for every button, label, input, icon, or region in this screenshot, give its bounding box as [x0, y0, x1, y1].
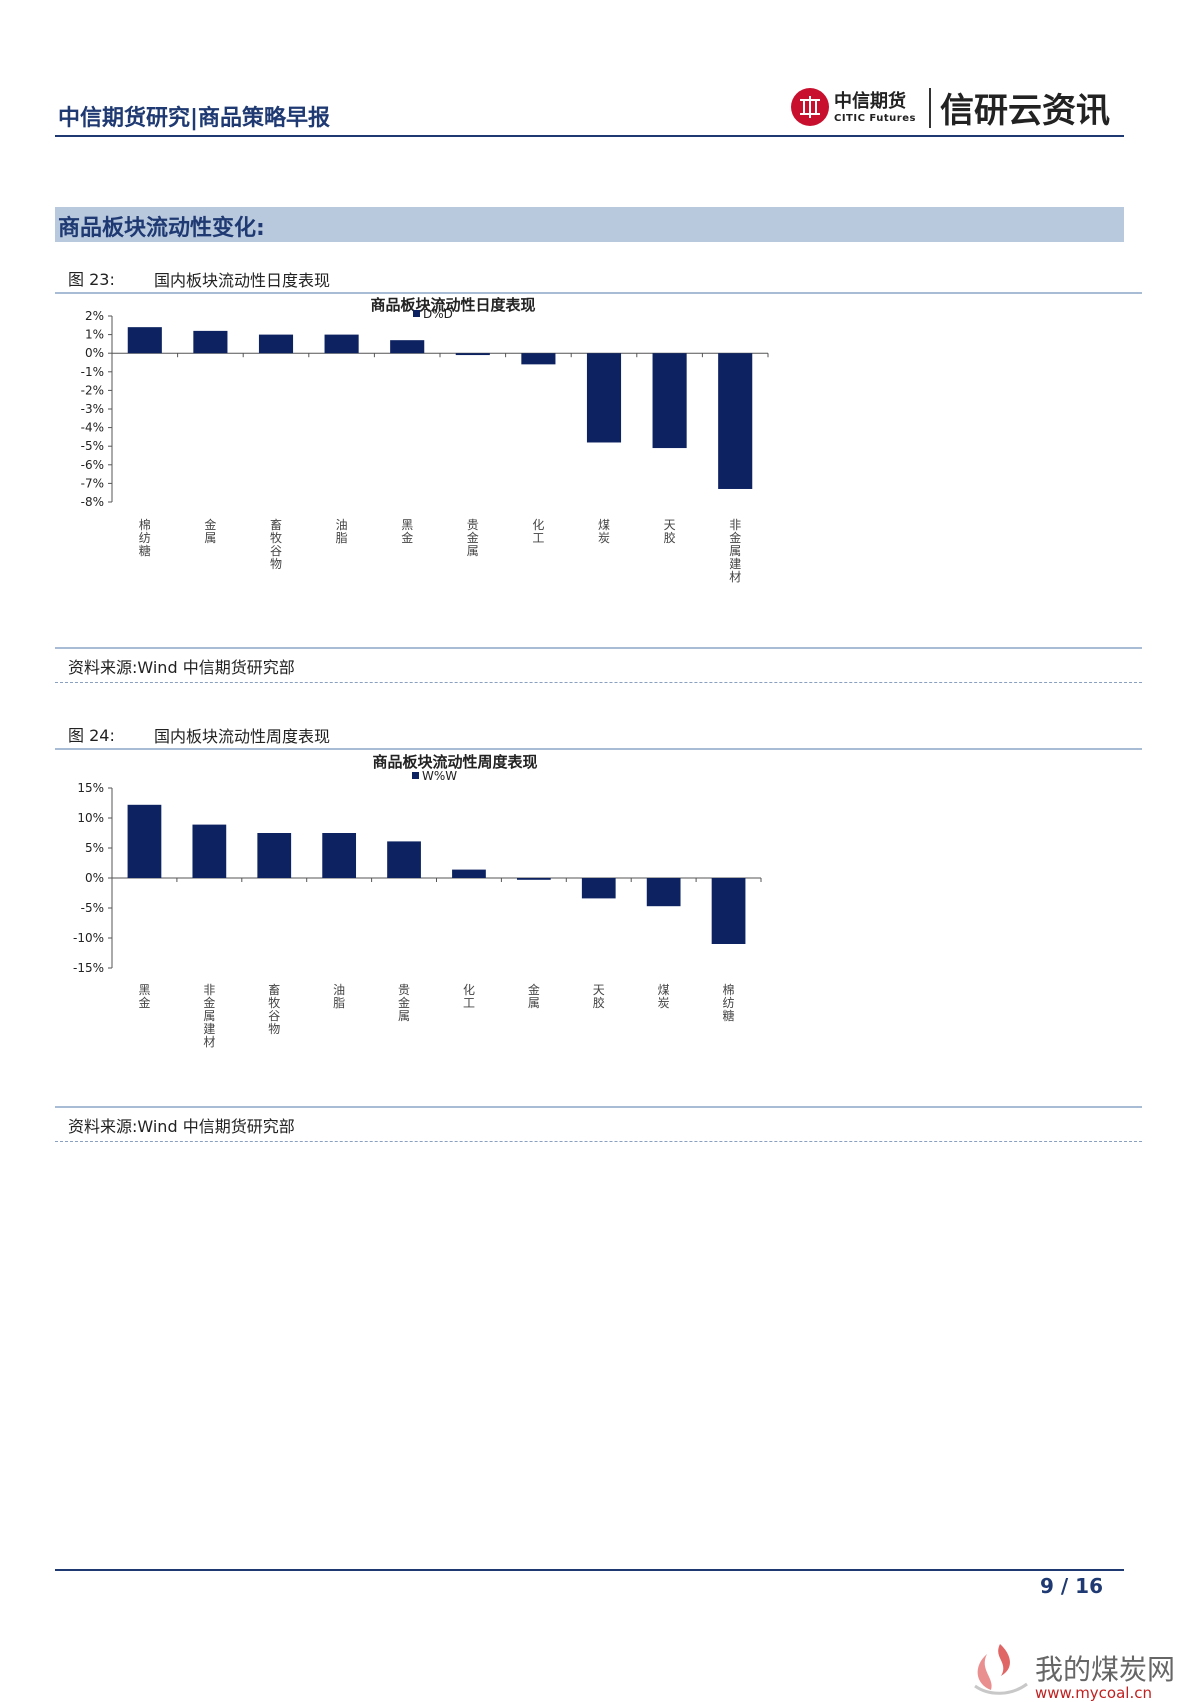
legend-label: D%D	[423, 307, 453, 321]
chart-title: 商品板块流动性周度表现	[372, 753, 537, 771]
y-tick-label: -8%	[81, 495, 104, 509]
figure-23-bottom-rule	[55, 647, 1142, 649]
y-tick-label: 1%	[85, 328, 104, 342]
category-label: 黑金	[138, 983, 150, 1010]
category-label: 油脂	[333, 983, 345, 1010]
category-label: 煤炭	[598, 518, 610, 545]
figure-24-top-rule	[55, 748, 1142, 750]
category-label: 金属	[204, 517, 216, 545]
watermark-site-name: 我的煤炭网	[1035, 1653, 1176, 1686]
bar-非金属建材	[718, 353, 753, 489]
category-label: 非金属建材	[203, 983, 215, 1049]
y-tick-label: -7%	[81, 476, 104, 490]
category-label: 天胶	[593, 983, 605, 1010]
report-header-title: 中信期货研究|商品策略早报	[58, 106, 331, 131]
bar-非金属建材	[192, 824, 227, 878]
y-tick-label: 0%	[85, 346, 104, 360]
category-label: 化工	[463, 983, 475, 1010]
section-title: 商品板块流动性变化:	[58, 216, 265, 241]
y-tick-label: -6%	[81, 458, 104, 472]
bar-油脂	[324, 334, 359, 354]
page-number: 9 / 16	[1040, 1574, 1103, 1598]
bar-棉纺糖	[127, 327, 162, 354]
y-tick-label: 10%	[77, 811, 104, 825]
header-divider	[55, 135, 1124, 137]
y-tick-label: 5%	[85, 841, 104, 855]
y-tick-label: -5%	[81, 439, 104, 453]
category-label: 畜牧谷物	[268, 982, 280, 1036]
bar-天胶	[652, 353, 687, 449]
bar-畜牧谷物	[257, 833, 292, 878]
bar-油脂	[322, 833, 357, 878]
figure-24-bottom-rule	[55, 1106, 1142, 1108]
category-label: 贵金属	[398, 983, 410, 1023]
bar-金属	[193, 330, 228, 354]
figure-23-top-rule	[55, 292, 1142, 294]
legend-swatch	[413, 310, 420, 317]
bar-黑金	[390, 340, 425, 354]
bar-棉纺糖	[711, 878, 746, 944]
category-label: 畜牧谷物	[270, 517, 282, 571]
category-label: 天胶	[664, 518, 676, 545]
figure-23-source-rule	[55, 682, 1142, 683]
logo-divider	[929, 88, 931, 128]
bar-贵金属	[387, 841, 421, 878]
y-tick-label: -2%	[81, 383, 104, 397]
y-tick-label: -4%	[81, 421, 104, 435]
bar-化工	[452, 869, 486, 878]
bar-煤炭	[646, 878, 681, 907]
figure-23-label: 图 23:	[68, 270, 115, 289]
y-tick-label: -3%	[81, 402, 104, 416]
bar-金属	[516, 878, 551, 880]
y-tick-label: 15%	[77, 781, 104, 795]
logo-company-cn: 中信期货	[834, 91, 906, 112]
bar-煤炭	[586, 353, 622, 443]
logo-brand-text: 信研云资讯	[940, 91, 1110, 131]
category-label: 油脂	[336, 518, 348, 545]
section-header-bar	[55, 207, 1124, 242]
y-tick-label: 2%	[85, 309, 104, 323]
figure-23-title: 国内板块流动性日度表现	[154, 271, 331, 290]
bar-贵金属	[455, 353, 490, 356]
y-tick-label: -5%	[81, 901, 104, 915]
bar-天胶	[581, 878, 616, 899]
chart-title: 商品板块流动性日度表现	[370, 296, 535, 314]
figure-24-title: 国内板块流动性周度表现	[154, 727, 331, 746]
category-label: 棉纺糖	[139, 518, 151, 558]
logo-company-en: CITIC Futures	[834, 113, 916, 124]
category-label: 化工	[532, 518, 544, 545]
figure-23-source: 资料来源:Wind 中信期货研究部	[68, 658, 295, 677]
category-label: 棉纺糖	[723, 983, 735, 1023]
legend-swatch	[412, 772, 419, 779]
bar-化工	[521, 353, 556, 365]
figure-24-source: 资料来源:Wind 中信期货研究部	[68, 1117, 295, 1136]
watermark-url: www.mycoal.cn	[1035, 1684, 1152, 1702]
category-label: 非金属建材	[729, 518, 741, 584]
figure-24-source-rule	[55, 1141, 1142, 1142]
bar-黑金	[127, 804, 162, 878]
y-tick-label: 0%	[85, 871, 104, 885]
category-label: 金属	[528, 982, 540, 1010]
y-tick-label: -10%	[73, 931, 104, 945]
y-tick-label: -15%	[73, 961, 104, 975]
y-tick-label: -1%	[81, 365, 104, 379]
legend-label: W%W	[422, 769, 457, 783]
category-label: 贵金属	[467, 518, 479, 558]
bar-畜牧谷物	[258, 334, 294, 354]
figure-24-label: 图 24:	[68, 726, 115, 745]
category-label: 煤炭	[658, 983, 670, 1010]
citic-logo-icon	[791, 88, 829, 126]
flame-logo-icon	[974, 1644, 1028, 1695]
footer-divider	[55, 1569, 1124, 1571]
category-label: 黑金	[401, 518, 413, 545]
